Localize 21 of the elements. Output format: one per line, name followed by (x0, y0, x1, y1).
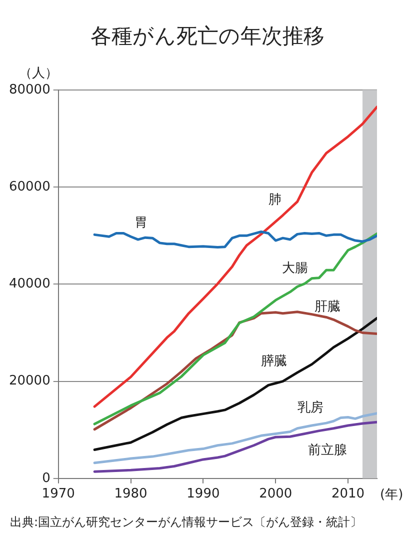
chart-title: 各種がん死亡の年次推移 (90, 23, 326, 50)
y-tick-label: 80000 (8, 82, 50, 98)
series-label: 胃 (134, 216, 148, 231)
x-tick-label: 2000 (259, 486, 292, 502)
y-tick-label: 20000 (8, 374, 50, 389)
x-tick-label: 1980 (114, 486, 148, 502)
y-tick-label: 60000 (8, 179, 50, 194)
x-tick-label: 1990 (186, 486, 220, 502)
series-label: 肝臓 (314, 299, 341, 314)
series-label: 膵臓 (261, 354, 288, 369)
y-tick-label: 0 (42, 470, 50, 486)
series-label: 前立腺 (308, 442, 348, 458)
x-tick-label: 1970 (42, 486, 75, 502)
series-label: 肺 (268, 192, 282, 208)
x-axis-title: (年) (380, 487, 404, 502)
x-tick-label: 2010 (331, 486, 365, 502)
y-axis-title: （人） (18, 66, 58, 81)
y-tick-label: 40000 (8, 276, 50, 292)
series-label: 大腸 (282, 261, 308, 276)
source-note: 出典:国立がん研究センターがん情報サービス〔がん登録・統計〕 (10, 514, 364, 531)
series-label: 乳房 (297, 399, 324, 416)
